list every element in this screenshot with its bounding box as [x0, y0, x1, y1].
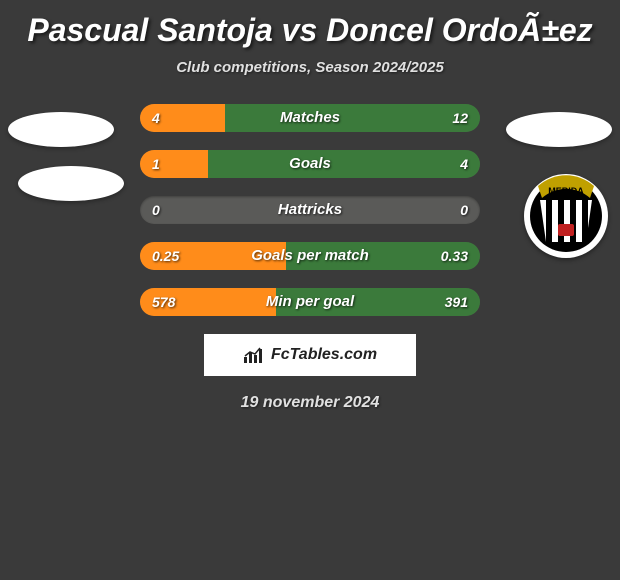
svg-text:MERIDA: MERIDA: [548, 186, 584, 196]
stat-value-left: 4: [152, 104, 160, 132]
stat-row: Min per goal578 391: [0, 288, 620, 316]
stats-area: MERIDA Matches412Goals14Hattricks00Goals…: [0, 104, 620, 316]
stat-label: Matches: [140, 104, 480, 132]
fctables-brand: FcTables.com: [204, 334, 416, 376]
stat-row: Goals per match0.25 0.33: [0, 242, 620, 270]
bars-icon: [243, 346, 265, 364]
stat-label: Hattricks: [140, 196, 480, 224]
stat-row: Hattricks0 0: [0, 196, 620, 224]
stat-value-left: 0: [152, 196, 160, 224]
stat-label: Goals: [140, 150, 480, 178]
stat-value-right: 12: [452, 104, 468, 132]
page-title: Pascual Santoja vs Doncel OrdoÃ±ez: [0, 0, 620, 49]
subtitle: Club competitions, Season 2024/2025: [0, 59, 620, 76]
stat-value-right: 391: [445, 288, 468, 316]
stat-row: Matches4 12: [0, 104, 620, 132]
stat-value-left: 1: [152, 150, 160, 178]
stat-value-left: 578: [152, 288, 175, 316]
stat-row: Goals1 4: [0, 150, 620, 178]
fctables-label: FcTables.com: [271, 346, 377, 364]
stat-value-right: 4: [460, 150, 468, 178]
stat-value-right: 0.33: [441, 242, 468, 270]
stat-label: Min per goal: [140, 288, 480, 316]
stat-label: Goals per match: [140, 242, 480, 270]
date-label: 19 november 2024: [0, 394, 620, 412]
stat-value-right: 0: [460, 196, 468, 224]
stat-value-left: 0.25: [152, 242, 179, 270]
